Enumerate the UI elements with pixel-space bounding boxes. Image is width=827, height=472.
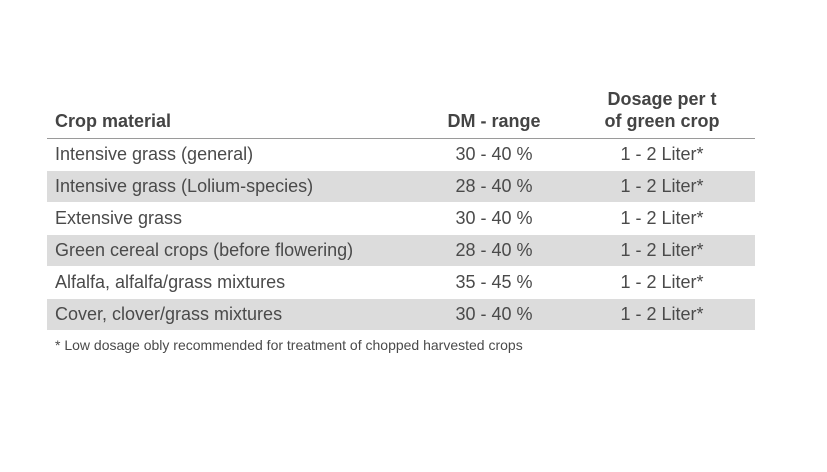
header-dm-range: DM - range <box>419 82 569 139</box>
cell-dm-range: 28 - 40 % <box>419 234 569 267</box>
table-header: Crop material DM - range Dosage per t of… <box>47 82 755 139</box>
cell-crop: Cover, clover/grass mixtures <box>47 298 419 331</box>
table-row: Green cereal crops (before flowering) 28… <box>47 234 755 267</box>
cell-dosage: 1 - 2 Liter* <box>569 234 755 267</box>
header-dosage-line1: Dosage per t <box>607 89 717 109</box>
footnote: * Low dosage obly recommended for treatm… <box>55 337 523 353</box>
cell-dosage: 1 - 2 Liter* <box>569 170 755 203</box>
table-body: Intensive grass (general) 30 - 40 % 1 - … <box>47 138 755 331</box>
cell-crop: Extensive grass <box>47 202 419 235</box>
cell-dm-range: 30 - 40 % <box>419 202 569 235</box>
cell-dosage: 1 - 2 Liter* <box>569 298 755 331</box>
cell-dm-range: 28 - 40 % <box>419 170 569 203</box>
header-row: Crop material DM - range Dosage per t of… <box>47 82 755 139</box>
cell-dm-range: 30 - 40 % <box>419 298 569 331</box>
header-crop-material: Crop material <box>47 82 419 139</box>
table-row: Cover, clover/grass mixtures 30 - 40 % 1… <box>47 298 755 331</box>
table-row: Intensive grass (general) 30 - 40 % 1 - … <box>47 138 755 171</box>
dosage-document: Crop material DM - range Dosage per t of… <box>47 82 755 353</box>
header-dosage-line2: of green crop <box>604 111 720 131</box>
cell-crop: Green cereal crops (before flowering) <box>47 234 419 267</box>
table-row: Intensive grass (Lolium-species) 28 - 40… <box>47 170 755 203</box>
header-dosage: Dosage per t of green crop <box>569 82 755 139</box>
cell-crop: Alfalfa, alfalfa/grass mixtures <box>47 266 419 299</box>
table-row: Extensive grass 30 - 40 % 1 - 2 Liter* <box>47 202 755 235</box>
cell-dosage: 1 - 2 Liter* <box>569 138 755 171</box>
cell-dm-range: 35 - 45 % <box>419 266 569 299</box>
cell-dosage: 1 - 2 Liter* <box>569 266 755 299</box>
cell-dm-range: 30 - 40 % <box>419 138 569 171</box>
table-row: Alfalfa, alfalfa/grass mixtures 35 - 45 … <box>47 266 755 299</box>
cell-crop: Intensive grass (Lolium-species) <box>47 170 419 203</box>
crop-dosage-table: Crop material DM - range Dosage per t of… <box>47 82 755 331</box>
cell-dosage: 1 - 2 Liter* <box>569 202 755 235</box>
cell-crop: Intensive grass (general) <box>47 138 419 171</box>
